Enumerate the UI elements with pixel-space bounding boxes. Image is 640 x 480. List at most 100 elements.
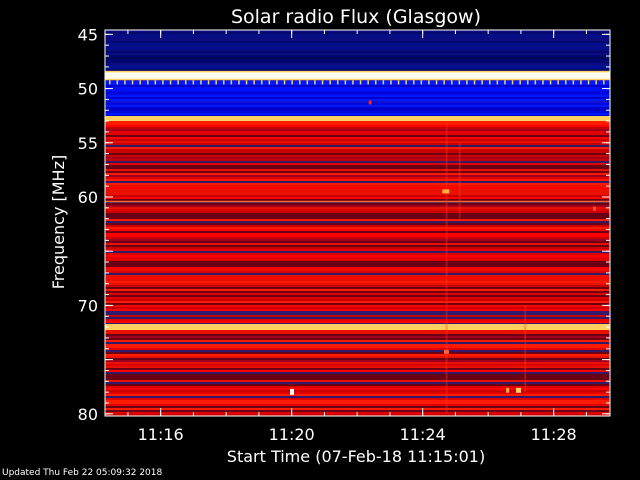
pulse-mark xyxy=(306,80,309,85)
heatmap-row xyxy=(105,203,610,205)
pulse-mark xyxy=(595,80,597,85)
hot-line-49mhz-edge xyxy=(105,78,610,81)
pulse-mark xyxy=(527,80,529,85)
pulse-mark xyxy=(162,80,164,85)
pulse-mark xyxy=(192,80,195,85)
heatmap-row xyxy=(105,225,610,227)
heatmap-row xyxy=(105,321,610,323)
heatmap-row xyxy=(105,137,610,139)
heatmap-row xyxy=(105,197,610,199)
heatmap-row xyxy=(105,257,610,259)
heatmap-row xyxy=(105,348,610,350)
pulse-mark xyxy=(321,80,324,85)
pulse-mark xyxy=(519,80,521,85)
heatmap-row xyxy=(105,313,610,315)
heatmap-row xyxy=(105,83,610,85)
heatmap-row xyxy=(105,135,610,137)
heatmap-row xyxy=(105,121,610,123)
heatmap-row xyxy=(105,249,610,251)
heatmap-row xyxy=(105,141,610,143)
heatmap-row xyxy=(105,350,610,352)
hot-lines xyxy=(105,70,610,330)
heatmap-row xyxy=(105,173,610,175)
heatmap-row xyxy=(105,39,610,41)
hot-line-72mhz xyxy=(105,326,610,330)
frequency-band-3 xyxy=(105,79,610,117)
heatmap-plot-area xyxy=(104,29,611,417)
heatmap-row xyxy=(105,191,610,193)
pulse-mark xyxy=(177,80,179,85)
heatmap-row xyxy=(105,93,610,95)
heatmap-row xyxy=(105,368,610,370)
pulse-mark xyxy=(443,80,445,85)
pulse-mark xyxy=(223,80,225,85)
chart-title: Solar radio Flux (Glasgow) xyxy=(231,6,481,28)
pulse-mark xyxy=(207,80,210,85)
heatmap-row xyxy=(105,91,610,93)
heatmap-row xyxy=(105,235,610,237)
pulse-mark xyxy=(511,80,514,85)
y-axis: 45 50 55 60 70 80 xyxy=(78,25,610,424)
heatmap-row xyxy=(105,171,610,173)
pulse-mark xyxy=(261,80,263,85)
heatmap-row xyxy=(105,317,610,319)
heatmap-row xyxy=(105,275,610,277)
heatmap-row xyxy=(105,169,610,171)
heatmap-row xyxy=(105,199,610,201)
heatmap-row xyxy=(105,47,610,49)
pulse-mark xyxy=(587,80,590,85)
heatmap-row xyxy=(105,342,610,344)
y-tick-label: 55 xyxy=(78,134,98,153)
heatmap-row xyxy=(105,167,610,169)
vertical-streak xyxy=(445,121,448,414)
heatmap-row xyxy=(105,336,610,338)
heatmap-row xyxy=(105,354,610,356)
heatmap-row xyxy=(105,358,610,360)
heatmap-row xyxy=(105,105,610,107)
pulse-mark xyxy=(542,80,544,85)
pulse-mark xyxy=(169,80,172,85)
pulse-mark xyxy=(337,80,339,85)
heatmap-row xyxy=(105,291,610,293)
heatmap-row xyxy=(105,189,610,191)
hot-line-48mhz xyxy=(105,72,610,76)
heatmap-row xyxy=(105,267,610,269)
heatmap-row xyxy=(105,279,610,281)
heatmap-row xyxy=(105,53,610,55)
pulse-mark xyxy=(451,80,453,85)
heatmap-row xyxy=(105,297,610,299)
heatmap-row xyxy=(105,243,610,245)
heatmap-row xyxy=(105,287,610,289)
y-tick-label: 45 xyxy=(78,25,98,44)
heatmap-row xyxy=(105,289,610,291)
heatmap-row xyxy=(105,177,610,179)
heatmap-row xyxy=(105,116,610,118)
frequency-band-7 xyxy=(105,330,610,416)
vertical-streak xyxy=(524,305,527,393)
burst-features xyxy=(290,100,596,395)
heatmap-row xyxy=(105,315,610,317)
heatmap-row xyxy=(105,386,610,388)
pulse-mark xyxy=(230,80,233,85)
heatmap-row xyxy=(105,43,610,45)
pulse-mark xyxy=(314,80,316,85)
heatmap-row xyxy=(105,153,610,155)
heatmap-row xyxy=(105,237,610,239)
heatmap-row xyxy=(105,161,610,163)
pulse-mark xyxy=(413,80,415,85)
pulse-mark xyxy=(466,80,468,85)
heatmap-row xyxy=(105,185,610,187)
heatmap-row xyxy=(105,295,610,297)
pulse-mark xyxy=(268,80,271,85)
heatmap-row xyxy=(105,97,610,99)
pulse-mark xyxy=(534,80,537,85)
heatmap-row xyxy=(105,245,610,247)
heatmap-row xyxy=(105,400,610,402)
heatmap-row xyxy=(105,131,610,133)
pulse-mark xyxy=(291,80,293,85)
heatmap-row xyxy=(105,63,610,65)
pulse-mark xyxy=(382,80,385,85)
pulse-mark xyxy=(565,80,567,85)
pulse-mark xyxy=(390,80,392,85)
